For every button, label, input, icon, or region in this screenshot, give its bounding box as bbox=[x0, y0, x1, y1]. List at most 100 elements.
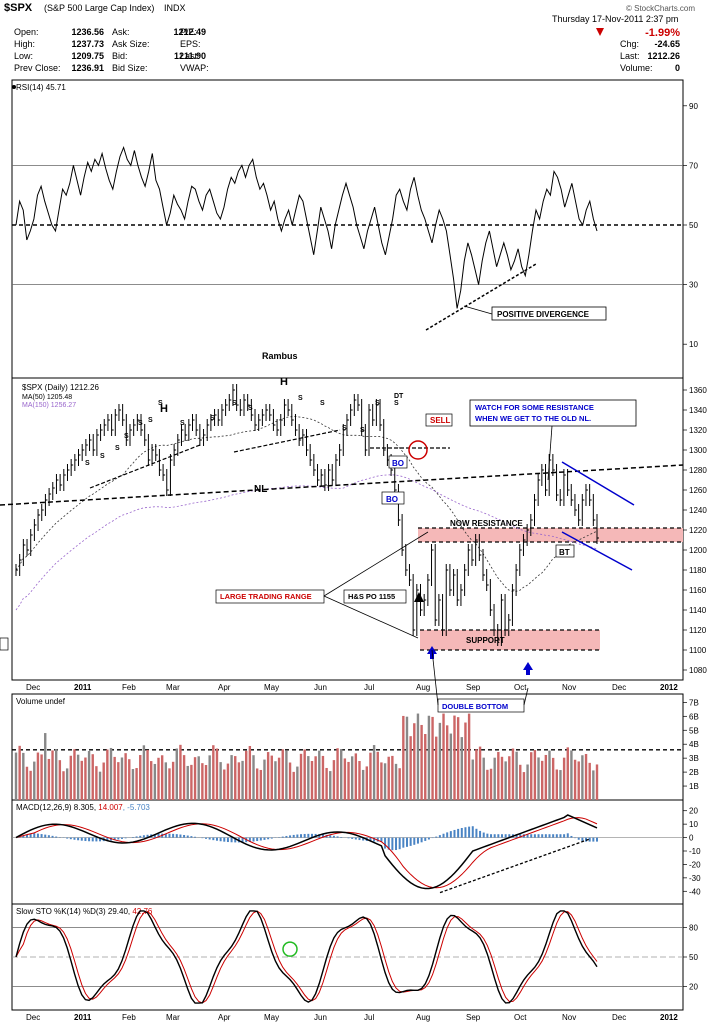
field-value: -24.65 bbox=[654, 39, 680, 49]
macd-histogram-bar bbox=[190, 836, 193, 838]
macd-histogram-bar bbox=[504, 834, 507, 838]
volume-bar bbox=[226, 763, 230, 800]
volume-bar bbox=[361, 769, 365, 800]
volume-bar bbox=[150, 761, 153, 800]
tick-label: 50 bbox=[689, 953, 698, 962]
macd-histogram-bar bbox=[44, 834, 47, 838]
volume-bar bbox=[204, 765, 208, 800]
tick-label: 30 bbox=[689, 281, 698, 290]
volume-bar bbox=[230, 755, 233, 800]
volume-bar bbox=[109, 747, 113, 800]
volume-bar bbox=[435, 736, 438, 800]
macd-histogram-bar bbox=[358, 837, 361, 841]
month-label: Jul bbox=[364, 683, 374, 692]
macd-histogram-bar bbox=[183, 834, 186, 838]
volume-bar bbox=[592, 770, 595, 800]
volume-bar bbox=[168, 768, 171, 800]
tick-label: 1120 bbox=[689, 626, 707, 635]
macd-histogram-bar bbox=[395, 837, 398, 851]
volume-bar bbox=[69, 755, 73, 800]
pattern-label: S bbox=[158, 400, 163, 407]
macd-histogram-bar bbox=[526, 834, 529, 838]
macd-histogram-bar bbox=[263, 837, 266, 840]
volume-bar bbox=[292, 771, 295, 800]
macd-histogram-bar bbox=[486, 833, 489, 838]
macd-histogram-bar bbox=[33, 833, 36, 838]
volume-bar bbox=[409, 736, 412, 800]
volume-bar bbox=[237, 762, 241, 800]
volume-bar bbox=[332, 760, 336, 800]
macd-histogram-bar bbox=[131, 837, 134, 838]
divergence-annotation: POSITIVE DIVERGENCE bbox=[497, 310, 590, 319]
tick-label: -40 bbox=[689, 887, 701, 896]
field-label: Ask Size: bbox=[112, 39, 150, 49]
pattern-label: H bbox=[280, 376, 288, 388]
volume-bar bbox=[139, 755, 142, 800]
macd-histogram-bar bbox=[332, 835, 335, 838]
macd-histogram-bar bbox=[493, 834, 496, 838]
volume-bar bbox=[314, 756, 317, 800]
volume-bar bbox=[146, 749, 149, 800]
macd-histogram-bar bbox=[541, 834, 544, 838]
volume-bar bbox=[427, 715, 431, 800]
volume-bar bbox=[380, 762, 383, 800]
pattern-label: S bbox=[138, 420, 143, 427]
volume-bar bbox=[87, 751, 91, 800]
macd-histogram-bar bbox=[84, 837, 87, 842]
macd-histogram-bar bbox=[592, 837, 595, 842]
volume-bar bbox=[182, 755, 186, 800]
volume-bar bbox=[296, 766, 299, 800]
tick-label: 1280 bbox=[689, 466, 707, 475]
macd-histogram-bar bbox=[300, 834, 303, 838]
ma50-label: MA(50) 1205.48 bbox=[22, 394, 72, 401]
panel-border bbox=[11, 799, 684, 905]
tick-label: 3B bbox=[689, 754, 699, 763]
symbol: $SPX bbox=[4, 2, 33, 14]
hs-po-label: H&S PO 1155 bbox=[348, 592, 395, 601]
macd-histogram-bar bbox=[391, 837, 394, 851]
macd-histogram-bar bbox=[336, 836, 339, 838]
macd-histogram-bar bbox=[267, 837, 270, 840]
volume-bar bbox=[405, 716, 409, 800]
pattern-label: S bbox=[232, 400, 237, 407]
macd-histogram-bar bbox=[91, 837, 94, 842]
volume-bar bbox=[431, 716, 434, 800]
volume-bar bbox=[515, 751, 518, 800]
pattern-label: S bbox=[298, 395, 303, 402]
pattern-label: S bbox=[85, 460, 90, 467]
macd-histogram-bar bbox=[77, 837, 80, 841]
macd-histogram-bar bbox=[398, 837, 401, 850]
sell-label: SELL bbox=[430, 416, 451, 425]
macd-histogram-bar bbox=[99, 837, 102, 842]
macd-histogram-bar bbox=[73, 837, 76, 840]
volume-bar bbox=[372, 745, 376, 800]
volume-bar bbox=[508, 756, 511, 800]
left-tab bbox=[0, 637, 9, 651]
volume-bar bbox=[482, 757, 485, 800]
month-label: Aug bbox=[416, 1013, 430, 1022]
macd-histogram-bar bbox=[482, 832, 485, 838]
month-label: Sep bbox=[466, 1013, 481, 1022]
volume-bar bbox=[588, 762, 591, 800]
macd-histogram-bar bbox=[172, 833, 175, 838]
field-label: Last: bbox=[620, 51, 640, 61]
macd-histogram-bar bbox=[106, 837, 109, 841]
macd-histogram-bar bbox=[519, 834, 522, 838]
month-label: Nov bbox=[562, 1013, 576, 1022]
volume-panel: DOUBLE BOTTOM Volume undef 7B 6B 5B 4B 3B 2B 1B bbox=[12, 649, 699, 800]
field-value: 1237.73 bbox=[71, 39, 104, 49]
volume-bar bbox=[179, 744, 182, 800]
tick-label: 7B bbox=[689, 698, 699, 707]
volume-bar bbox=[354, 753, 358, 800]
macd-histogram-bar bbox=[124, 837, 127, 839]
volume-bar bbox=[128, 759, 131, 800]
volume-bar bbox=[394, 763, 398, 800]
macd-histogram-bar bbox=[47, 835, 50, 838]
macd-histogram-bar bbox=[113, 837, 116, 841]
annotation-pointer bbox=[523, 687, 529, 706]
macd-histogram-bar bbox=[329, 835, 332, 838]
volume-bar bbox=[486, 769, 489, 800]
macd-histogram-bar bbox=[420, 837, 423, 843]
tick-label: 1240 bbox=[689, 506, 707, 515]
pattern-label: S bbox=[248, 405, 253, 412]
